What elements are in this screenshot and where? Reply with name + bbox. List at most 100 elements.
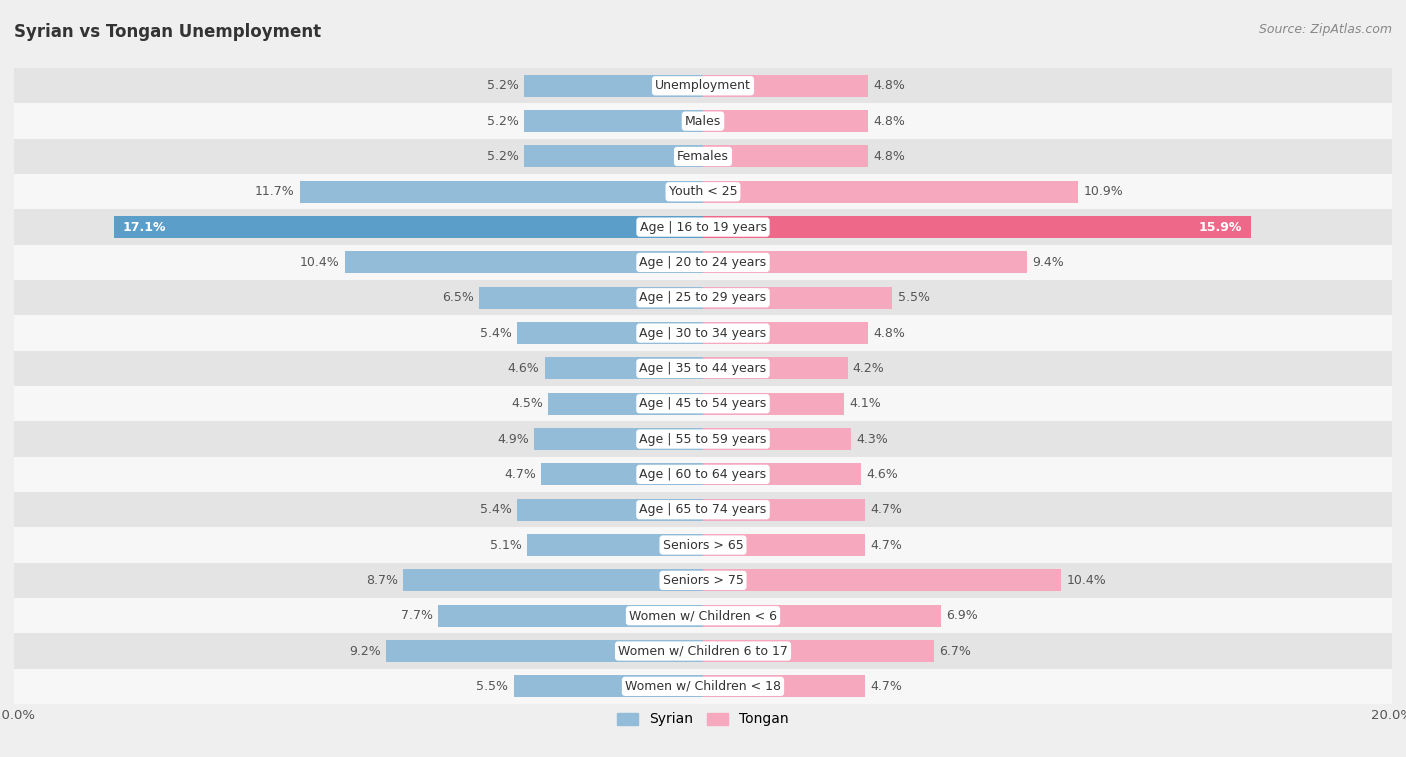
Text: 11.7%: 11.7%	[254, 185, 295, 198]
Bar	[703, 640, 934, 662]
Bar	[703, 428, 851, 450]
Bar	[14, 598, 1392, 634]
Text: 4.5%: 4.5%	[510, 397, 543, 410]
Bar	[14, 174, 1392, 210]
Bar	[548, 393, 703, 415]
Text: 4.6%: 4.6%	[508, 362, 540, 375]
Bar	[703, 357, 848, 379]
Bar	[524, 75, 703, 97]
Bar	[703, 251, 1026, 273]
Text: Seniors > 75: Seniors > 75	[662, 574, 744, 587]
Text: 5.1%: 5.1%	[491, 538, 522, 552]
Text: 8.7%: 8.7%	[366, 574, 398, 587]
Text: 6.7%: 6.7%	[939, 644, 970, 658]
Text: 15.9%: 15.9%	[1199, 220, 1241, 234]
Text: Women w/ Children 6 to 17: Women w/ Children 6 to 17	[619, 644, 787, 658]
Legend: Syrian, Tongan: Syrian, Tongan	[612, 707, 794, 732]
Text: Age | 60 to 64 years: Age | 60 to 64 years	[640, 468, 766, 481]
Bar	[513, 675, 703, 697]
Text: 9.4%: 9.4%	[1032, 256, 1064, 269]
Bar	[527, 534, 703, 556]
Bar	[14, 386, 1392, 422]
Text: 4.1%: 4.1%	[849, 397, 882, 410]
Bar	[524, 111, 703, 132]
Bar	[524, 145, 703, 167]
Text: Age | 16 to 19 years: Age | 16 to 19 years	[640, 220, 766, 234]
Bar	[14, 562, 1392, 598]
Bar	[14, 210, 1392, 245]
Text: 7.7%: 7.7%	[401, 609, 433, 622]
Bar	[14, 668, 1392, 704]
Text: Syrian vs Tongan Unemployment: Syrian vs Tongan Unemployment	[14, 23, 321, 41]
Bar	[541, 463, 703, 485]
Bar	[14, 456, 1392, 492]
Bar	[14, 422, 1392, 456]
Bar	[703, 675, 865, 697]
Text: 5.2%: 5.2%	[486, 114, 519, 128]
Bar	[14, 528, 1392, 562]
Text: Females: Females	[678, 150, 728, 163]
Bar	[387, 640, 703, 662]
Bar	[14, 139, 1392, 174]
Bar	[299, 181, 703, 203]
Text: 4.8%: 4.8%	[873, 114, 905, 128]
Text: Women w/ Children < 18: Women w/ Children < 18	[626, 680, 780, 693]
Text: Age | 35 to 44 years: Age | 35 to 44 years	[640, 362, 766, 375]
Text: 17.1%: 17.1%	[122, 220, 166, 234]
Text: 4.2%: 4.2%	[853, 362, 884, 375]
Bar	[14, 492, 1392, 528]
Text: Seniors > 65: Seniors > 65	[662, 538, 744, 552]
Bar	[517, 499, 703, 521]
Text: 4.8%: 4.8%	[873, 326, 905, 340]
Bar	[703, 145, 869, 167]
Text: Age | 20 to 24 years: Age | 20 to 24 years	[640, 256, 766, 269]
Text: 5.5%: 5.5%	[477, 680, 509, 693]
Text: Males: Males	[685, 114, 721, 128]
Bar	[703, 499, 865, 521]
Bar	[14, 634, 1392, 668]
Bar	[517, 322, 703, 344]
Text: 10.4%: 10.4%	[1066, 574, 1107, 587]
Text: 4.9%: 4.9%	[498, 432, 529, 446]
Text: 4.8%: 4.8%	[873, 79, 905, 92]
Bar	[703, 75, 869, 97]
Bar	[344, 251, 703, 273]
Text: Women w/ Children < 6: Women w/ Children < 6	[628, 609, 778, 622]
Bar	[437, 605, 703, 627]
Text: 4.7%: 4.7%	[505, 468, 536, 481]
Bar	[544, 357, 703, 379]
Text: 5.4%: 5.4%	[479, 326, 512, 340]
Text: 10.9%: 10.9%	[1084, 185, 1123, 198]
Text: 4.7%: 4.7%	[870, 538, 901, 552]
Text: 4.6%: 4.6%	[866, 468, 898, 481]
Text: Age | 30 to 34 years: Age | 30 to 34 years	[640, 326, 766, 340]
Bar	[479, 287, 703, 309]
Text: 6.5%: 6.5%	[441, 291, 474, 304]
Text: 5.2%: 5.2%	[486, 150, 519, 163]
Text: 5.4%: 5.4%	[479, 503, 512, 516]
Text: 4.3%: 4.3%	[856, 432, 889, 446]
Bar	[703, 605, 941, 627]
Text: 10.4%: 10.4%	[299, 256, 340, 269]
Text: Youth < 25: Youth < 25	[669, 185, 737, 198]
Bar	[703, 393, 844, 415]
Bar	[703, 217, 1251, 238]
Text: Age | 65 to 74 years: Age | 65 to 74 years	[640, 503, 766, 516]
Bar	[404, 569, 703, 591]
Text: 4.7%: 4.7%	[870, 503, 901, 516]
Text: 5.2%: 5.2%	[486, 79, 519, 92]
Bar	[703, 111, 869, 132]
Bar	[14, 280, 1392, 316]
Text: Unemployment: Unemployment	[655, 79, 751, 92]
Bar	[14, 316, 1392, 350]
Bar	[14, 245, 1392, 280]
Bar	[14, 104, 1392, 139]
Bar	[14, 68, 1392, 104]
Text: 4.8%: 4.8%	[873, 150, 905, 163]
Text: 4.7%: 4.7%	[870, 680, 901, 693]
Text: Age | 55 to 59 years: Age | 55 to 59 years	[640, 432, 766, 446]
Text: 6.9%: 6.9%	[946, 609, 977, 622]
Bar	[14, 350, 1392, 386]
Bar	[534, 428, 703, 450]
Text: 9.2%: 9.2%	[349, 644, 381, 658]
